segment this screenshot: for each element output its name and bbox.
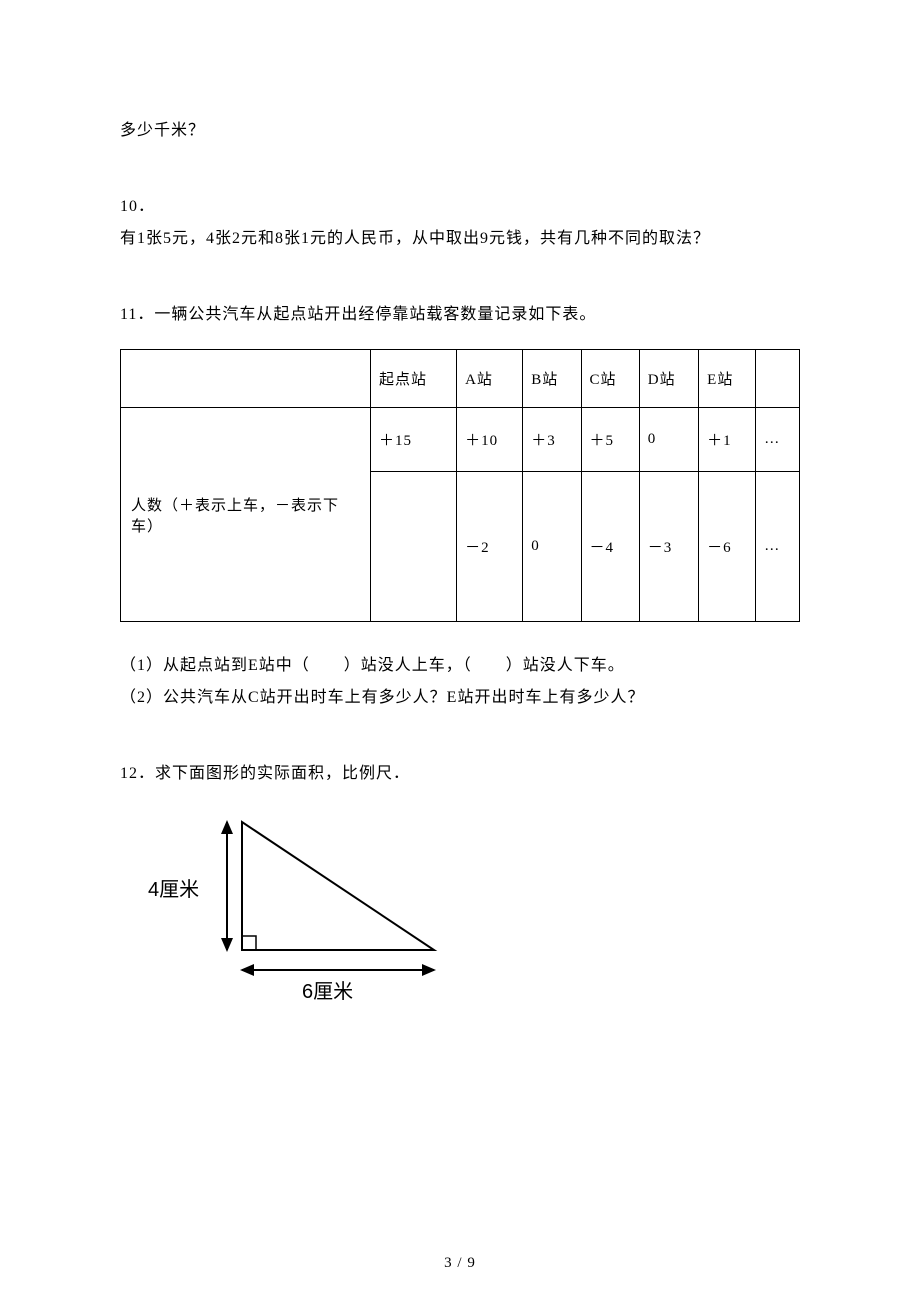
header-cell: A站	[457, 350, 523, 408]
alight-cell: －4	[581, 472, 639, 622]
board-cell: ＋5	[581, 408, 639, 472]
q10-text: 有1张5元，4张2元和8张1元的人民币，从中取出9元钱，共有几种不同的取法？	[120, 223, 800, 255]
arrowhead-down	[221, 938, 233, 952]
q11-heading: 11．一辆公共汽车从起点站开出经停靠站载客数量记录如下表。	[120, 299, 800, 331]
arrowhead-up	[221, 820, 233, 834]
alight-cell: 0	[523, 472, 581, 622]
alight-cell	[371, 472, 457, 622]
page: 多少千米？ 10． 有1张5元，4张2元和8张1元的人民币，从中取出9元钱，共有…	[0, 0, 920, 1302]
table-header-row: 起点站 A站 B站 C站 D站 E站	[121, 350, 800, 408]
q12-figure: 4厘米 6厘米	[142, 810, 800, 1015]
q12-heading: 12．求下面图形的实际面积，比例尺．	[120, 758, 800, 790]
right-angle-marker	[242, 936, 256, 950]
board-cell: ＋10	[457, 408, 523, 472]
board-cell: ＋3	[523, 408, 581, 472]
triangle-diagram: 4厘米 6厘米	[142, 810, 452, 1010]
alight-cell: －3	[639, 472, 698, 622]
vertical-dim-label: 4厘米	[148, 878, 199, 901]
alight-cell: …	[756, 472, 800, 622]
header-cell: E站	[699, 350, 756, 408]
row-label: 人数（＋表示上车，－表示下车）	[121, 408, 371, 622]
header-cell: 起点站	[371, 350, 457, 408]
header-cell: C站	[581, 350, 639, 408]
horizontal-dim-label: 6厘米	[302, 980, 353, 1003]
board-cell: ＋1	[699, 408, 756, 472]
header-cell	[756, 350, 800, 408]
arrowhead-right	[422, 964, 436, 976]
q9-tail: 多少千米？	[120, 115, 800, 147]
alight-cell: －6	[699, 472, 756, 622]
arrowhead-left	[240, 964, 254, 976]
q11-sub1: （1）从起点站到E站中（ ）站没人上车，（ ）站没人下车。	[120, 650, 800, 682]
header-blank	[121, 350, 371, 408]
header-cell: D站	[639, 350, 698, 408]
page-number: 3 / 9	[0, 1255, 920, 1272]
header-cell: B站	[523, 350, 581, 408]
q11-sub2: （2）公共汽车从C站开出时车上有多少人？E站开出时车上有多少人？	[120, 682, 800, 714]
board-cell: …	[756, 408, 800, 472]
q10-number: 10．	[120, 191, 800, 223]
board-cell: ＋15	[371, 408, 457, 472]
alight-cell: －2	[457, 472, 523, 622]
triangle-shape	[242, 822, 434, 950]
board-cell: 0	[639, 408, 698, 472]
table-board-row: 人数（＋表示上车，－表示下车） ＋15 ＋10 ＋3 ＋5 0 ＋1 …	[121, 408, 800, 472]
q11-table: 起点站 A站 B站 C站 D站 E站 人数（＋表示上车，－表示下车） ＋15 ＋…	[120, 349, 800, 622]
